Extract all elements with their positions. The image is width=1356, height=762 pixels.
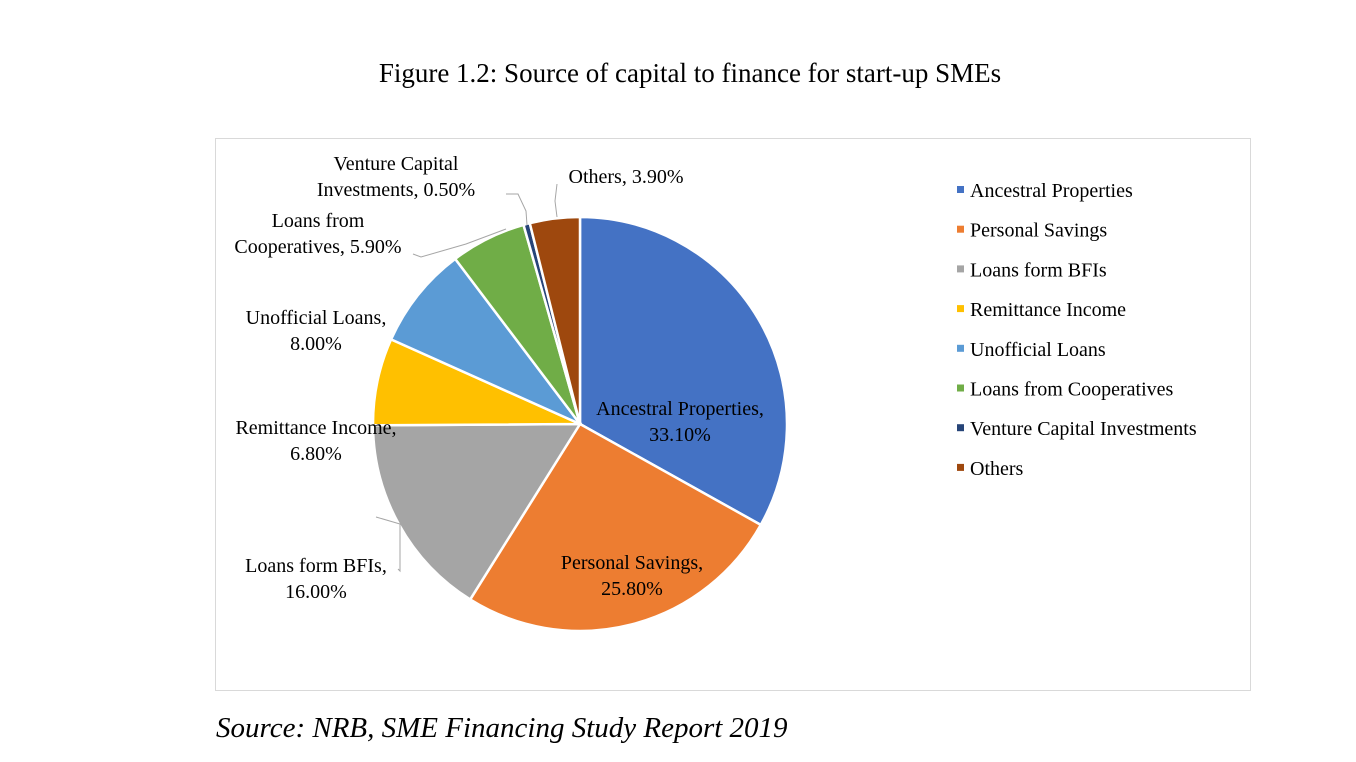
legend-label-loans-from-cooperatives: Loans from Cooperatives bbox=[970, 379, 1173, 401]
slice-label-loans-form-bfis: Loans form BFIs, 16.00% bbox=[245, 555, 387, 603]
pie-chart: Ancestral Properties, 33.10% Personal Savi… bbox=[234, 153, 1197, 633]
legend-swatch-venture-capital-investments bbox=[957, 424, 964, 432]
legend-label-venture-capital-investments: Venture Capital Investments bbox=[970, 418, 1197, 440]
slice-label-remittance-income: Remittance Income, 6.80% bbox=[235, 417, 396, 465]
slice-label-personal-savings: Personal Savings, 25.80% bbox=[561, 552, 703, 600]
legend-label-remittance-income: Remittance Income bbox=[970, 299, 1126, 321]
legend-label-loans-form-bfis: Loans form BFIs bbox=[970, 259, 1107, 281]
pie-slice-loans-form-bfis bbox=[371, 422, 583, 602]
legend: Ancestral Properties Personal Savings Loan… bbox=[957, 180, 1197, 480]
slice-labels: Ancestral Properties, 33.10% Personal Savi… bbox=[234, 153, 763, 603]
legend-swatch-unofficial-loans bbox=[957, 344, 964, 352]
legend-label-unofficial-loans: Unofficial Loans bbox=[970, 339, 1106, 361]
leader-line-loans-form-bfis bbox=[375, 516, 401, 573]
source-note: Source: NRB, SME Financing Study Report … bbox=[216, 712, 788, 744]
leader-line-loans-from-cooperatives bbox=[412, 228, 507, 258]
slice-label-unofficial-loans: Unofficial Loans, 8.00% bbox=[246, 307, 387, 355]
leader-line-others bbox=[554, 183, 558, 218]
slice-label-others: Others, 3.90% bbox=[569, 166, 684, 188]
figure-title: Figure 1.2: Source of capital to finance… bbox=[378, 58, 1002, 88]
legend-swatch-personal-savings bbox=[957, 225, 964, 233]
pie-slice-unofficial-loans bbox=[389, 257, 581, 426]
chart-area: Ancestral Properties, 33.10% Personal Savi… bbox=[215, 138, 1251, 691]
legend-swatch-ancestral-properties bbox=[957, 186, 964, 193]
legend-swatch-remittance-income bbox=[957, 305, 964, 313]
pie-slice-personal-savings bbox=[468, 422, 763, 633]
leader-line-venture-capital-investments bbox=[506, 193, 528, 226]
pie-slice-others bbox=[528, 215, 582, 425]
legend-swatch-others bbox=[957, 463, 964, 471]
legend-label-others: Others bbox=[970, 458, 1024, 480]
slice-label-venture-capital-investments: Venture Capital Investments, 0.50% bbox=[317, 153, 475, 201]
slice-label-ancestral-properties: Ancestral Properties, 33.10% bbox=[596, 398, 764, 446]
legend-label-ancestral-properties: Ancestral Properties bbox=[970, 180, 1133, 202]
legend-swatch-loans-from-cooperatives bbox=[957, 384, 964, 392]
leader-lines bbox=[375, 183, 558, 573]
legend-swatch-loans-form-bfis bbox=[957, 265, 964, 273]
pie-slice-ancestral-properties bbox=[578, 215, 789, 527]
slice-label-loans-from-cooperatives: Loans from Cooperatives, 5.90% bbox=[234, 210, 401, 258]
pie-slices bbox=[371, 215, 789, 633]
legend-label-personal-savings: Personal Savings bbox=[970, 220, 1107, 242]
